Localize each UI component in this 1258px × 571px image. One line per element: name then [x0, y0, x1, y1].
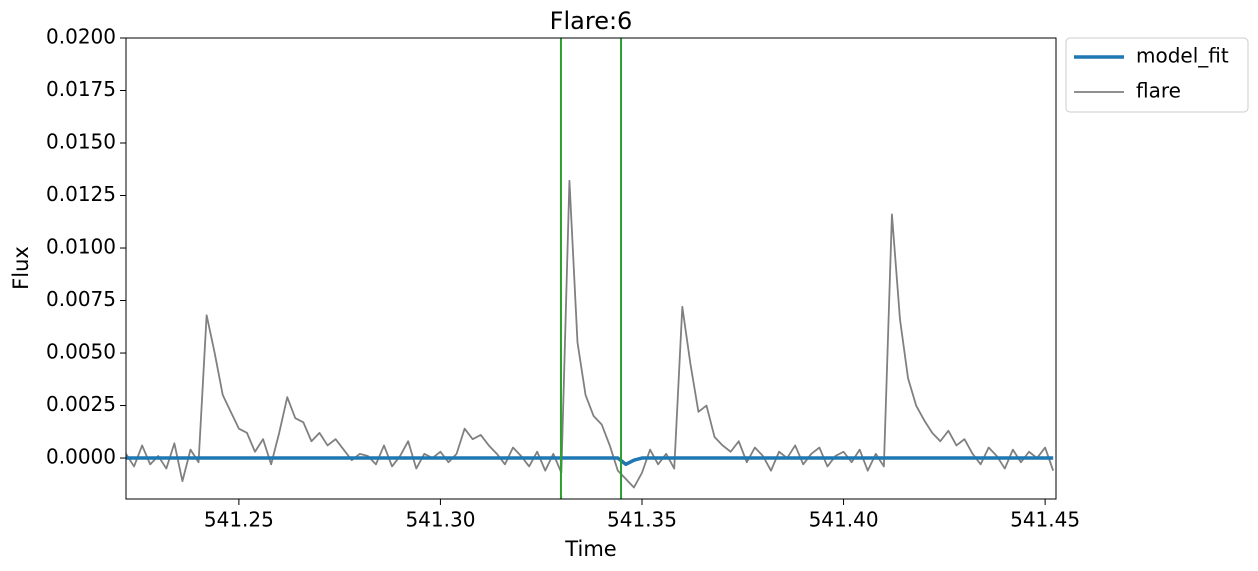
y-tick-label: 0.0050 — [46, 340, 116, 364]
y-tick-label: 0.0150 — [46, 130, 116, 154]
chart-title: Flare:6 — [550, 7, 633, 35]
plot-area — [126, 179, 1055, 489]
y-tick-label: 0.0075 — [46, 287, 116, 311]
x-tick-label: 541.45 — [1010, 508, 1080, 532]
series-line — [126, 179, 1055, 489]
x-tick-label: 541.40 — [809, 508, 879, 532]
x-axis-label: Time — [564, 537, 616, 561]
y-tick-label: 0.0000 — [46, 445, 116, 469]
y-tick-label: 0.0200 — [46, 25, 116, 49]
y-tick-label: 0.0125 — [46, 182, 116, 206]
series-line — [126, 456, 1054, 467]
y-tick-label: 0.0025 — [46, 392, 116, 416]
x-tick-label: 541.35 — [607, 508, 677, 532]
y-tick-label: 0.0175 — [46, 77, 116, 101]
legend-label: model_fit — [1136, 44, 1229, 68]
y-tick-label: 0.0100 — [46, 235, 116, 259]
legend-label: flare — [1136, 79, 1181, 103]
plot-frame — [125, 37, 1057, 500]
y-axis-label: Flux — [9, 246, 33, 290]
x-tick-label: 541.30 — [405, 508, 475, 532]
x-tick-label: 541.25 — [204, 508, 274, 532]
